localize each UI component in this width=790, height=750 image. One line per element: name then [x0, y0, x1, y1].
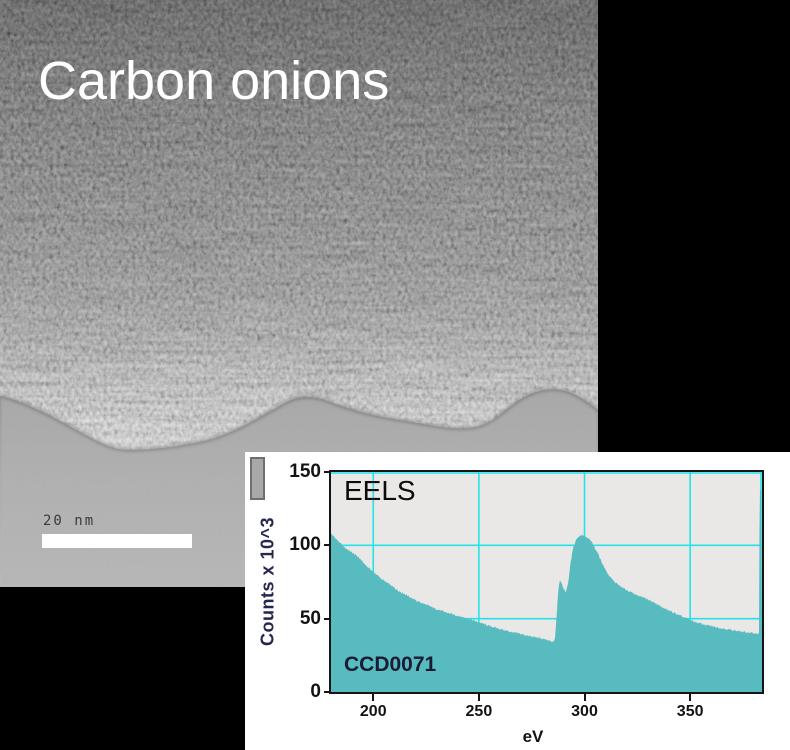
eels-spectrum-panel: Counts x 10^3 EELS CCD0071 200 250 300 350 0… [245, 452, 790, 750]
spectrum-marker-swatch[interactable] [250, 457, 265, 500]
chart-title: EELS [344, 475, 416, 506]
x-tick-label: 350 [676, 703, 704, 720]
scale-bar [42, 534, 192, 548]
plot-area[interactable]: EELS CCD0071 [329, 470, 764, 694]
x-tick-label: 200 [359, 703, 387, 720]
y-axis-label: Counts x 10^3 [257, 516, 278, 647]
x-tick-mark [372, 694, 375, 701]
x-tick-label: 250 [465, 703, 493, 720]
x-tick-mark [477, 694, 480, 701]
y-tick-label: 100 [289, 534, 321, 556]
y-tick-mark [324, 617, 331, 620]
y-tick-mark [324, 691, 331, 693]
spectrum-chart [331, 472, 762, 692]
y-tick-label: 150 [289, 461, 321, 482]
y-tick-mark [324, 471, 331, 473]
x-tick-label: 300 [571, 703, 598, 720]
dataset-annotation: CCD0071 [344, 653, 437, 676]
spectrum-area [331, 489, 762, 692]
x-tick-mark [689, 694, 692, 701]
micrograph-title: Carbon onions [38, 51, 390, 111]
y-tick-mark [324, 544, 331, 547]
x-tick-mark [583, 694, 586, 701]
x-axis-label: eV [522, 727, 544, 746]
y-tick-label: 0 [310, 681, 321, 702]
scale-bar-label: 20 nm [43, 513, 96, 529]
y-tick-label: 50 [299, 607, 321, 629]
